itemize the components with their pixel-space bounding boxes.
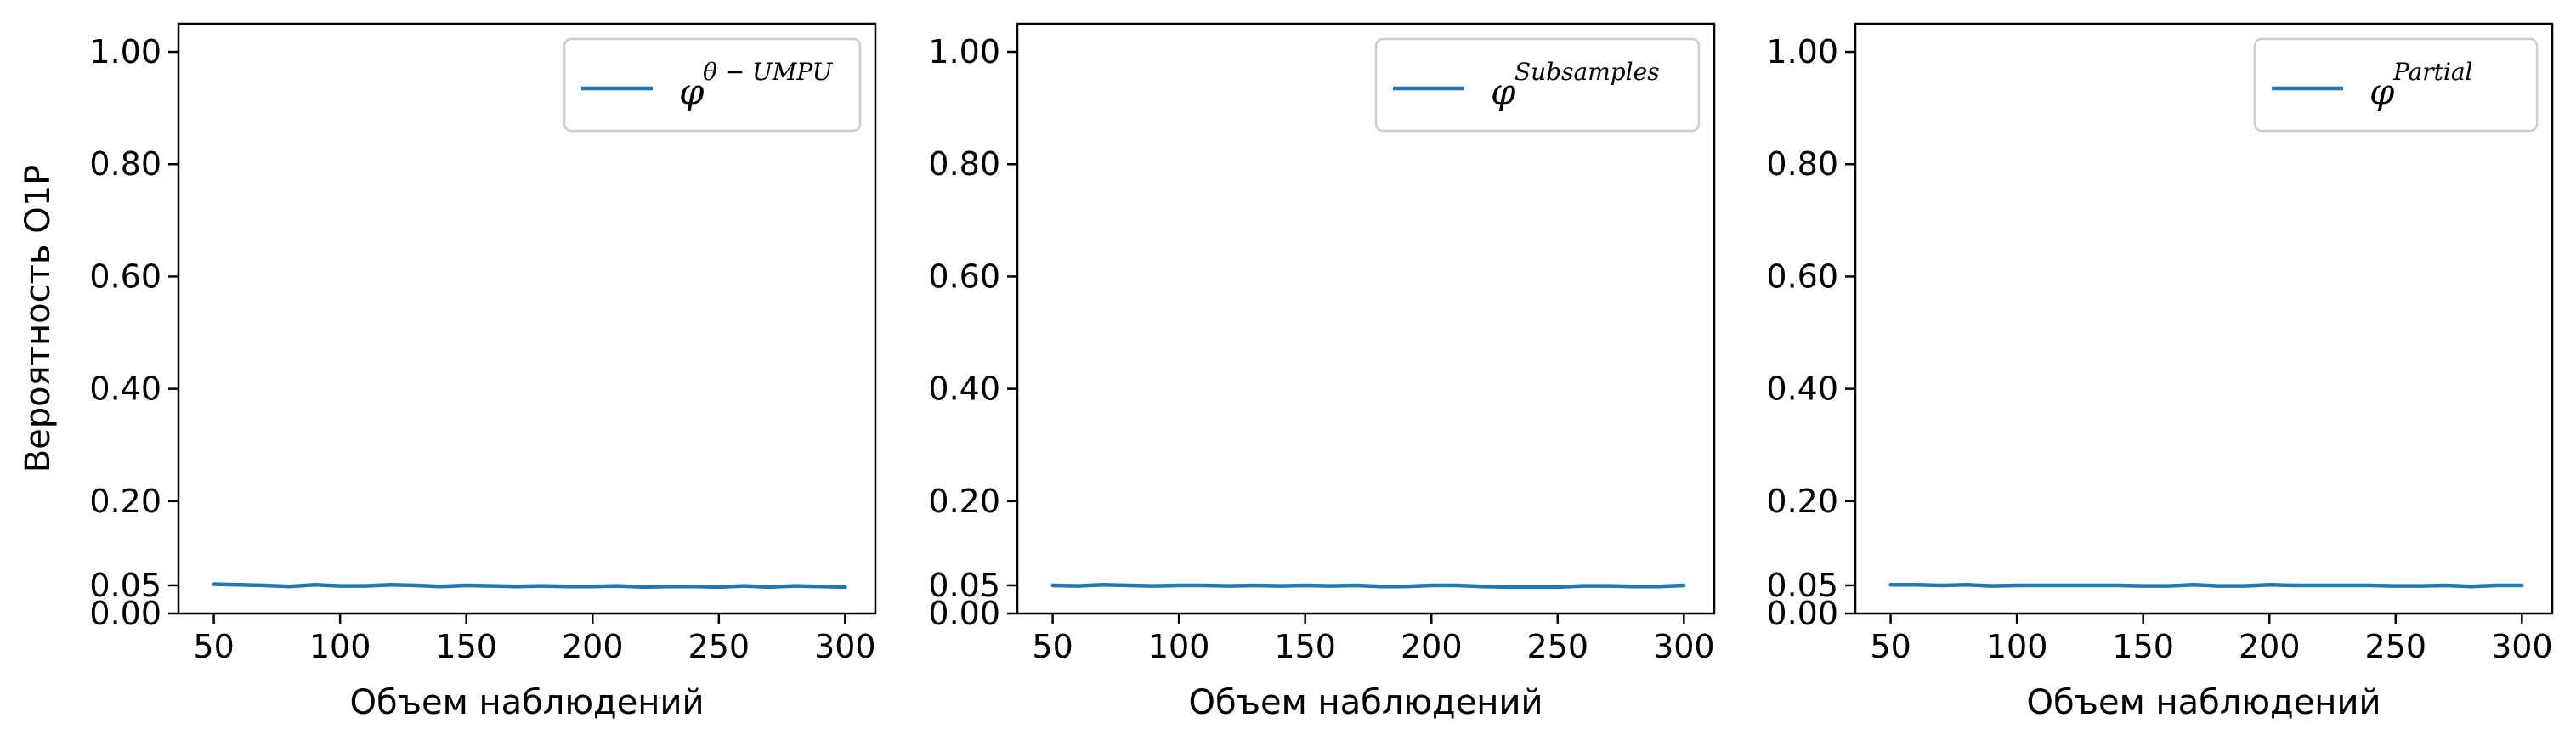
series-line [1888,583,2524,589]
y-tick-label: 0.60 [1766,257,1838,295]
legend-box [1374,37,1701,133]
x-tick-label: 250 [1527,628,1589,665]
x-tick-label: 150 [1274,628,1336,665]
y-tick-label: 0.00 [89,595,161,632]
x-tick-label: 250 [2365,628,2427,665]
series-line [1050,583,1686,590]
legend-label-base: φ [2369,71,2395,112]
y-axis-label: Вероятность О1Р [19,165,58,473]
y-tick-label: 0.60 [928,257,1000,295]
plot-frame [1854,22,2554,615]
legend-label-superscript: Partial [2392,58,2473,86]
x-tick-label: 100 [1148,628,1210,665]
legend-label-base: φ [1491,71,1516,112]
x-tick-label: 50 [1032,628,1073,665]
legend-box [563,37,862,133]
x-tick-label: 300 [2491,628,2553,665]
y-tick-label: 1.00 [928,33,1000,71]
y-tick-label: 0.00 [1766,595,1838,632]
legend-box [2253,37,2539,133]
y-tick-label: 0.60 [89,257,161,295]
chart-panel-3: 50 100 150 200 250 300 0.000.05 0.20 0.40 0.60 0.8… [1766,22,2554,722]
legend-label-superscript: θ − UMPU [703,58,834,86]
x-tick-label: 200 [2239,628,2301,665]
x-tick-label: 50 [1870,628,1911,665]
x-axis-label: Объем наблюдений [1189,683,1543,722]
y-tick-label: 0.20 [89,483,161,520]
series-line [212,582,847,590]
chart-panel-2: 50 100 150 200 250 300 0.000.05 0.20 0.40 0.60 0.8… [928,22,1716,722]
x-tick-label: 200 [1401,628,1463,665]
x-tick-label: 300 [814,628,876,665]
y-tick-label: 0.05 [89,567,161,604]
x-tick-label: 200 [562,628,624,665]
y-tick-label: 0.00 [928,595,1000,632]
x-axis-label: Объем наблюдений [350,683,705,722]
x-tick-label: 150 [2112,628,2174,665]
y-tick-label: 0.80 [89,145,161,183]
x-tick-label: 150 [435,628,497,665]
y-tick-label: 0.80 [1766,145,1838,183]
legend: φθ − UMPU [563,37,862,133]
y-tick-label: 0.20 [1766,483,1838,520]
legend-label-base: φ [679,71,705,112]
plot-frame [177,22,877,615]
x-tick-label: 50 [193,628,234,665]
y-tick-label: 0.20 [928,483,1000,520]
x-axis-label: Объем наблюдений [2027,683,2381,722]
y-tick-label: 0.40 [928,370,1000,408]
x-tick-label: 250 [688,628,750,665]
y-tick-label: 1.00 [1766,33,1838,71]
y-tick-label: 0.05 [928,567,1000,604]
y-tick-label: 0.40 [1766,370,1838,408]
y-tick-label: 0.40 [89,370,161,408]
plot-frame [1016,22,1716,615]
y-tick-label: 0.05 [1766,567,1838,604]
x-tick-label: 100 [309,628,371,665]
chart-panel-1: 50 100 150 200 250 300 0.000.05 0.20 0.40 0.60 0.8… [19,22,877,722]
x-tick-label: 100 [1986,628,2048,665]
y-tick-label: 1.00 [89,33,161,71]
legend-label-superscript: Subsamples [1514,58,1660,86]
y-tick-label: 0.80 [928,145,1000,183]
x-tick-label: 300 [1653,628,1715,665]
